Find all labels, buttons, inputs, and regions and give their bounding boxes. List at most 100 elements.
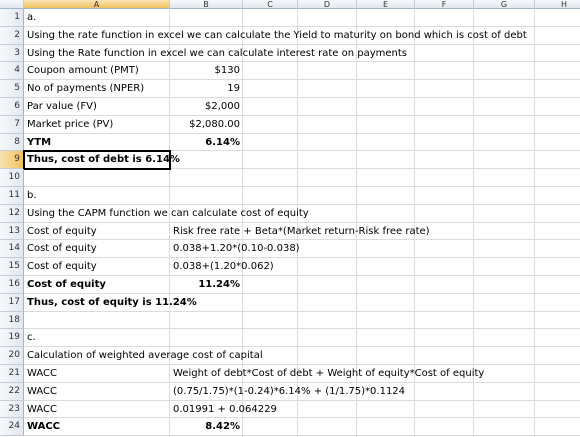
grid-row-line (24, 275, 580, 276)
cell-a[interactable]: WACC (27, 403, 57, 415)
grid-row-line (24, 257, 580, 259)
cell-a[interactable]: Using the Rate function in excel we can … (27, 47, 407, 59)
row-header[interactable]: 2 (0, 26, 24, 45)
row-header[interactable]: 5 (0, 80, 24, 98)
grid-row-line (24, 346, 580, 348)
row-header[interactable]: 14 (0, 240, 24, 259)
cell-a[interactable]: Cost of equity (27, 261, 97, 273)
cell-b[interactable]: Weight of debt*Cost of debt + Weight of … (173, 368, 485, 379)
cell-a[interactable]: Calculation of weighted average cost of … (27, 350, 263, 362)
row-header[interactable]: 21 (0, 365, 24, 383)
row-header[interactable]: 3 (0, 44, 24, 63)
row-header[interactable]: 11 (0, 187, 24, 205)
grid-row-line (24, 328, 580, 330)
row-header[interactable]: 17 (0, 293, 24, 312)
cell-b[interactable]: $2,000 (205, 101, 240, 112)
row-header[interactable]: 9 (0, 151, 24, 170)
grid-column-line (534, 9, 535, 437)
cell-b[interactable]: 0.038+1.20*(0.10-0.038) (173, 243, 300, 255)
cell-b[interactable]: $130 (214, 65, 240, 77)
cell-a[interactable]: Coupon amount (PMT) (27, 65, 139, 77)
grid-row-line (24, 292, 580, 294)
grid-row-line (24, 168, 580, 170)
grid-row-line (24, 150, 580, 152)
cell-a[interactable]: Market price (PV) (27, 118, 114, 130)
grid-row-line (24, 79, 580, 81)
column-header[interactable]: G (474, 0, 535, 9)
cell-b[interactable]: 0.038+(1.20*0.062) (173, 261, 274, 273)
cell-a[interactable]: WACC (27, 421, 60, 433)
row-header[interactable]: 23 (0, 400, 24, 419)
grid-row-line (24, 43, 580, 45)
row-header[interactable]: 20 (0, 347, 24, 365)
row-header[interactable]: 1 (0, 9, 24, 27)
grid-column-line (473, 9, 474, 437)
cell-a[interactable]: a. (27, 12, 37, 23)
cell-a[interactable]: No of payments (NPER) (27, 83, 145, 95)
grid-column-line (356, 9, 357, 437)
row-header[interactable]: 24 (0, 418, 24, 437)
grid-column-line (297, 9, 298, 437)
cell-a[interactable]: Cost of equity (27, 225, 97, 237)
row-header[interactable]: 4 (0, 62, 24, 81)
column-header[interactable]: B (170, 0, 243, 9)
row-header[interactable]: 22 (0, 382, 24, 401)
cell-a[interactable]: Thus, cost of debt is 6.14% (27, 154, 180, 166)
row-header[interactable]: 18 (0, 311, 24, 330)
row-header[interactable]: 15 (0, 258, 24, 276)
grid-row-line (24, 310, 580, 312)
cell-b[interactable]: 8.42% (205, 421, 240, 433)
grid-row-line (24, 132, 580, 134)
cell-a[interactable]: c. (27, 332, 36, 344)
grid-row-line (24, 97, 580, 98)
row-header[interactable]: 12 (0, 204, 24, 223)
grid-column-line (169, 9, 170, 437)
grid-row-line (24, 25, 580, 27)
corner (0, 0, 24, 9)
row-header[interactable]: 16 (0, 276, 24, 294)
cell-b[interactable]: Risk free rate + Beta*(Market return-Ris… (173, 225, 430, 237)
grid-column-line (414, 9, 415, 437)
grid-row-line (24, 364, 580, 365)
row-header[interactable]: 6 (0, 98, 24, 116)
cell-b[interactable]: 19 (227, 83, 240, 95)
grid-row-line (24, 399, 580, 401)
cell-a[interactable]: WACC (27, 385, 57, 397)
column-header[interactable]: H (535, 0, 580, 9)
column-header[interactable]: F (415, 0, 474, 9)
grid-row-line (24, 381, 580, 383)
cell-a[interactable]: WACC (27, 368, 57, 379)
grid-row-line (24, 417, 580, 419)
cell-a[interactable]: Cost of equity (27, 279, 106, 290)
row-header[interactable]: 7 (0, 115, 24, 134)
row-header[interactable]: 13 (0, 222, 24, 241)
column-header[interactable]: C (243, 0, 298, 9)
grid-row-line (24, 221, 580, 223)
row-header[interactable]: 19 (0, 329, 24, 348)
row-header[interactable]: 8 (0, 133, 24, 152)
cell-a[interactable]: b. (27, 190, 37, 201)
grid-row-line (24, 435, 580, 437)
grid-column-line (242, 9, 243, 437)
column-header[interactable]: A (24, 0, 170, 9)
grid-row-line (24, 114, 580, 116)
cell-a[interactable]: Par value (FV) (27, 101, 97, 112)
cell-b[interactable]: (0.75/1.75)*(1-0.24)*6.14% + (1/1.75)*0.… (173, 385, 406, 397)
column-header[interactable]: D (298, 0, 357, 9)
grid-row-line (24, 61, 580, 63)
cell-a[interactable]: Using the rate function in excel we can … (27, 29, 527, 41)
row-header[interactable]: 10 (0, 169, 24, 187)
cell-b[interactable]: 11.24% (198, 279, 240, 290)
cell-a[interactable]: Using the CAPM function we can calculate… (27, 207, 309, 219)
cell-b[interactable]: $2,080.00 (189, 118, 240, 130)
cell-a[interactable]: Cost of equity (27, 243, 97, 255)
cell-b[interactable]: 0.01991 + 0.064229 (173, 403, 277, 415)
grid-row-line (24, 239, 580, 241)
cell-a[interactable]: YTM (27, 136, 52, 148)
grid-row-line (24, 203, 580, 205)
cell-a[interactable]: Thus, cost of equity is 11.24% (27, 296, 197, 308)
cell-b[interactable]: 6.14% (205, 136, 240, 148)
column-header[interactable]: E (357, 0, 415, 9)
grid-row-line (24, 186, 580, 187)
